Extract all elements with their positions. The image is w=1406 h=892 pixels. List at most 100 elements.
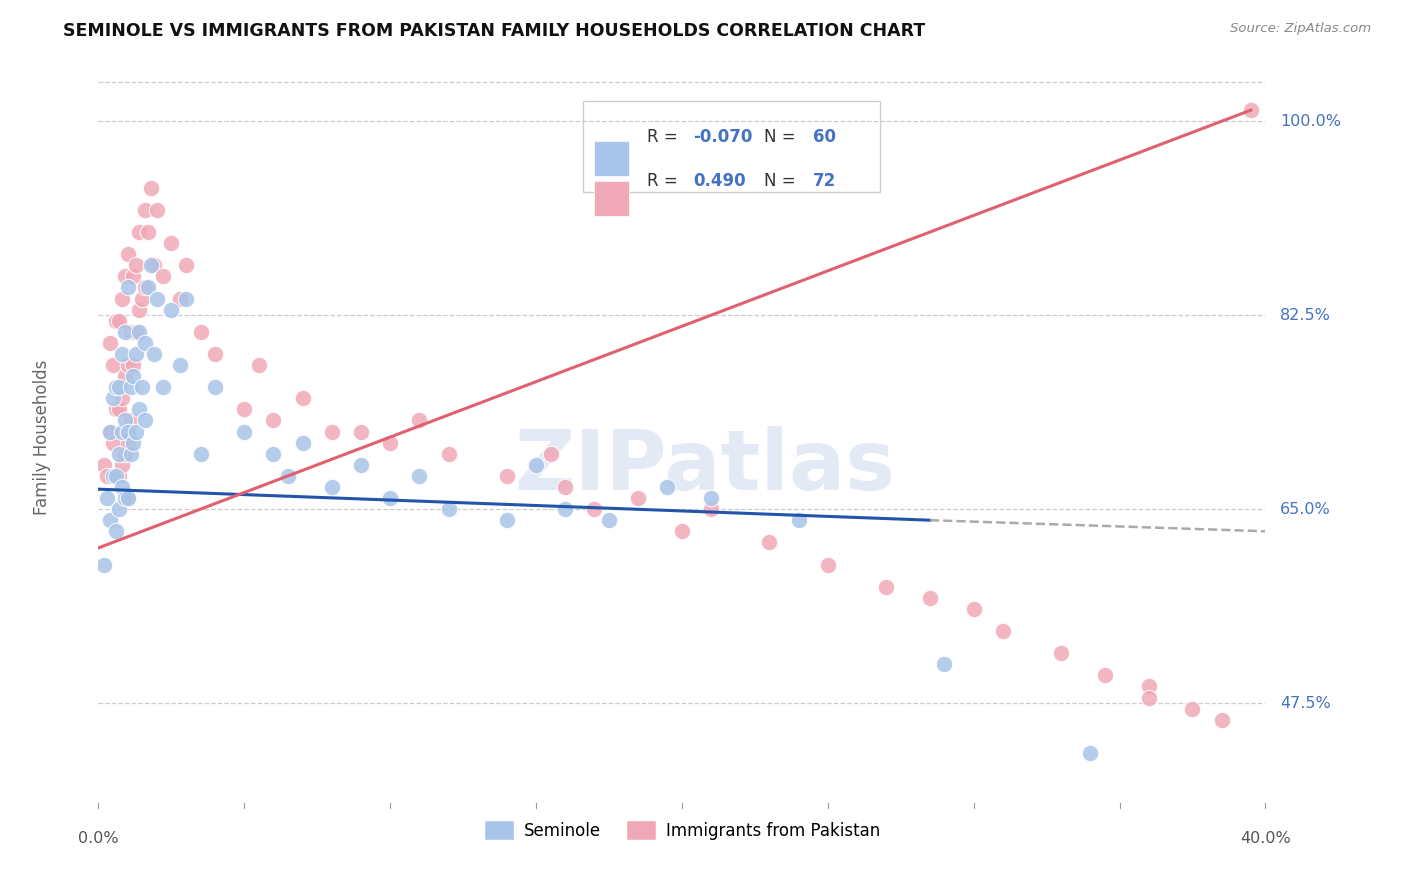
Point xyxy=(139,180,162,194)
Text: Source: ZipAtlas.com: Source: ZipAtlas.com xyxy=(1230,22,1371,36)
Point xyxy=(136,225,159,239)
Point xyxy=(114,447,136,461)
Point xyxy=(120,413,142,427)
Point xyxy=(277,468,299,483)
Point xyxy=(108,468,131,483)
Point xyxy=(104,402,127,417)
Point xyxy=(627,491,650,505)
Point xyxy=(108,402,131,417)
Point xyxy=(117,425,139,439)
Text: 0.0%: 0.0% xyxy=(79,830,118,846)
Point xyxy=(350,425,373,439)
Point xyxy=(134,413,156,427)
Point xyxy=(554,502,576,516)
Point xyxy=(96,491,118,505)
FancyBboxPatch shape xyxy=(595,141,630,176)
Point xyxy=(111,292,134,306)
Point xyxy=(408,468,430,483)
Point xyxy=(134,202,156,217)
Point xyxy=(125,258,148,272)
Point xyxy=(136,280,159,294)
Point xyxy=(991,624,1014,638)
Point xyxy=(104,468,127,483)
Point xyxy=(160,236,183,251)
Point xyxy=(598,513,620,527)
Point xyxy=(111,425,134,439)
Point xyxy=(93,458,115,472)
Point xyxy=(380,435,402,450)
Point xyxy=(101,435,124,450)
Point xyxy=(98,335,121,350)
Point xyxy=(114,269,136,284)
Point xyxy=(104,524,127,539)
Point xyxy=(114,491,136,505)
Point xyxy=(540,447,562,461)
Legend: Seminole, Immigrants from Pakistan: Seminole, Immigrants from Pakistan xyxy=(477,814,887,847)
Text: 65.0%: 65.0% xyxy=(1279,501,1330,516)
Text: ZIPatlas: ZIPatlas xyxy=(515,425,896,507)
Text: 100.0%: 100.0% xyxy=(1279,114,1341,128)
Point xyxy=(125,347,148,361)
Point xyxy=(125,325,148,339)
Point xyxy=(128,225,150,239)
Point xyxy=(169,358,191,372)
Point xyxy=(101,358,124,372)
Point xyxy=(122,358,145,372)
Text: SEMINOLE VS IMMIGRANTS FROM PAKISTAN FAMILY HOUSEHOLDS CORRELATION CHART: SEMINOLE VS IMMIGRANTS FROM PAKISTAN FAM… xyxy=(63,22,925,40)
Point xyxy=(496,513,519,527)
Point xyxy=(128,325,150,339)
Point xyxy=(160,302,183,317)
Text: N =: N = xyxy=(763,172,800,190)
Point xyxy=(117,280,139,294)
Point xyxy=(120,325,142,339)
Point xyxy=(169,292,191,306)
Point xyxy=(787,513,810,527)
Point xyxy=(122,435,145,450)
Point xyxy=(190,447,212,461)
Point xyxy=(657,480,679,494)
Point xyxy=(98,425,121,439)
Point xyxy=(247,358,270,372)
Point xyxy=(104,314,127,328)
Point xyxy=(117,247,139,261)
Point xyxy=(117,435,139,450)
Point xyxy=(128,302,150,317)
Point xyxy=(117,491,139,505)
Point xyxy=(700,502,723,516)
Point xyxy=(204,347,226,361)
Point xyxy=(108,447,131,461)
Point xyxy=(114,369,136,384)
Point xyxy=(233,425,256,439)
Text: 60: 60 xyxy=(813,128,835,146)
Point xyxy=(131,380,153,394)
Text: N =: N = xyxy=(763,128,800,146)
Point xyxy=(142,347,165,361)
Point xyxy=(934,657,956,672)
Text: 47.5%: 47.5% xyxy=(1279,696,1330,711)
Point xyxy=(524,458,547,472)
Point xyxy=(437,502,460,516)
Point xyxy=(125,425,148,439)
Point xyxy=(262,447,284,461)
Point xyxy=(174,258,197,272)
Point xyxy=(128,402,150,417)
Point xyxy=(408,413,430,427)
Point xyxy=(120,380,142,394)
Point xyxy=(1181,701,1204,715)
Point xyxy=(1240,103,1263,117)
Point xyxy=(146,202,169,217)
Point xyxy=(96,468,118,483)
Point xyxy=(321,425,343,439)
Point xyxy=(1050,646,1073,660)
Point xyxy=(134,335,156,350)
Point xyxy=(496,468,519,483)
Text: 40.0%: 40.0% xyxy=(1240,830,1291,846)
Point xyxy=(146,292,169,306)
Point xyxy=(1094,668,1116,682)
Point xyxy=(233,402,256,417)
Point xyxy=(1080,746,1102,760)
Point xyxy=(350,458,373,472)
Point xyxy=(554,480,576,494)
Point xyxy=(108,380,131,394)
Text: Family Households: Family Households xyxy=(34,359,52,515)
